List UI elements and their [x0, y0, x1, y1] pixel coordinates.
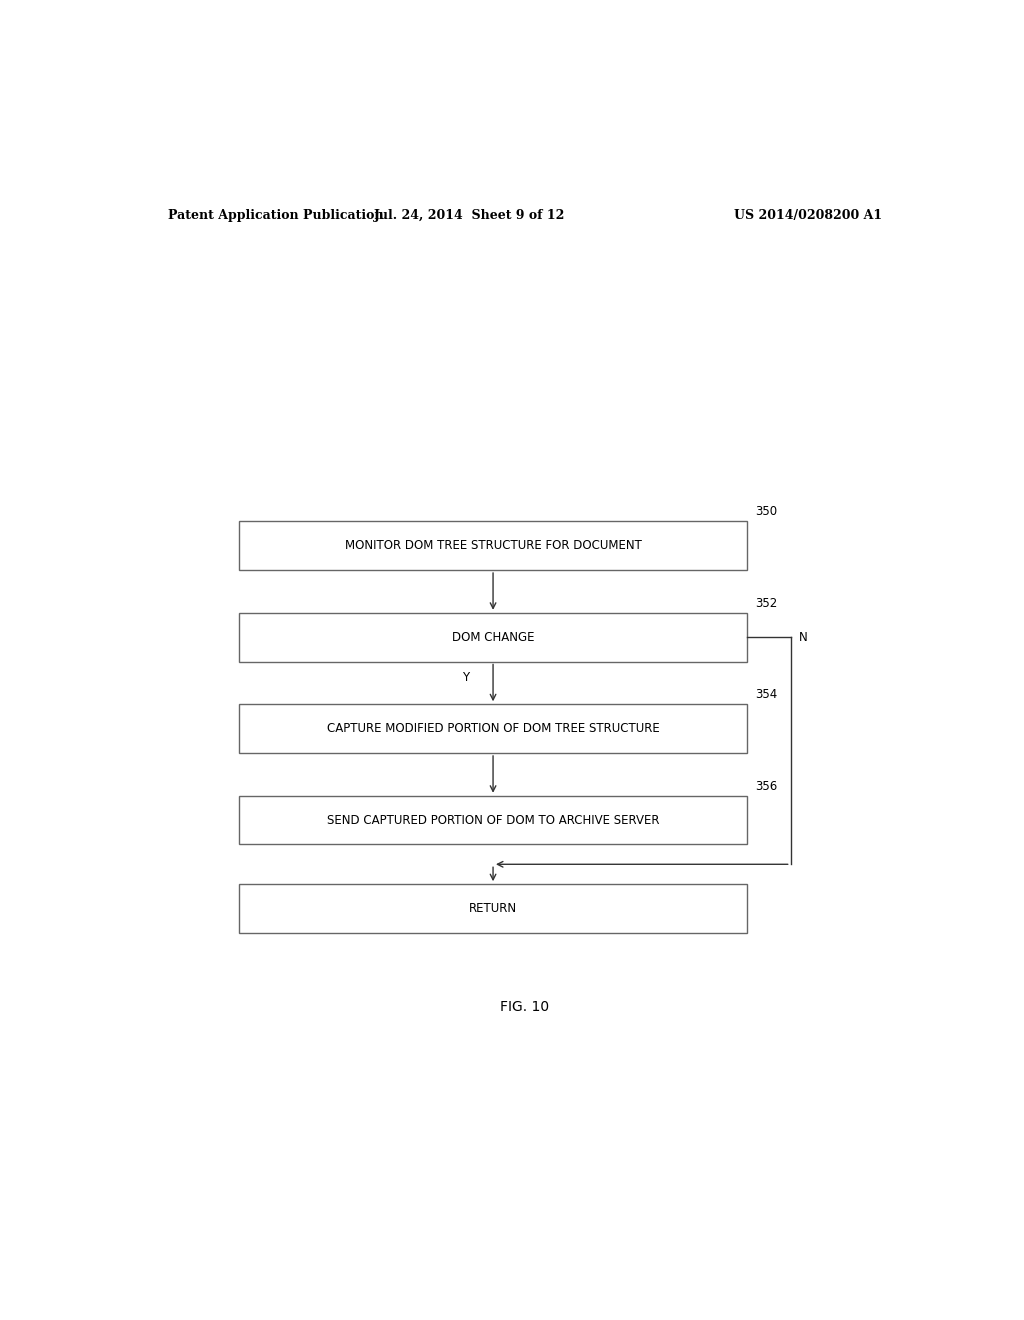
- FancyBboxPatch shape: [240, 612, 748, 661]
- Text: 356: 356: [755, 780, 777, 792]
- Text: MONITOR DOM TREE STRUCTURE FOR DOCUMENT: MONITOR DOM TREE STRUCTURE FOR DOCUMENT: [345, 539, 641, 552]
- FancyBboxPatch shape: [240, 521, 748, 570]
- Text: 354: 354: [755, 688, 777, 701]
- Text: US 2014/0208200 A1: US 2014/0208200 A1: [734, 209, 882, 222]
- Text: CAPTURE MODIFIED PORTION OF DOM TREE STRUCTURE: CAPTURE MODIFIED PORTION OF DOM TREE STR…: [327, 722, 659, 735]
- Text: RETURN: RETURN: [469, 902, 517, 915]
- Text: 352: 352: [755, 597, 777, 610]
- Text: DOM CHANGE: DOM CHANGE: [452, 631, 535, 644]
- Text: SEND CAPTURED PORTION OF DOM TO ARCHIVE SERVER: SEND CAPTURED PORTION OF DOM TO ARCHIVE …: [327, 813, 659, 826]
- Text: Y: Y: [462, 672, 469, 684]
- Text: 350: 350: [755, 506, 777, 519]
- FancyBboxPatch shape: [240, 704, 748, 752]
- Text: FIG. 10: FIG. 10: [501, 1001, 549, 1014]
- FancyBboxPatch shape: [240, 796, 748, 845]
- Text: Jul. 24, 2014  Sheet 9 of 12: Jul. 24, 2014 Sheet 9 of 12: [374, 209, 565, 222]
- Text: N: N: [799, 631, 807, 644]
- Text: Patent Application Publication: Patent Application Publication: [168, 209, 383, 222]
- FancyBboxPatch shape: [240, 884, 748, 933]
